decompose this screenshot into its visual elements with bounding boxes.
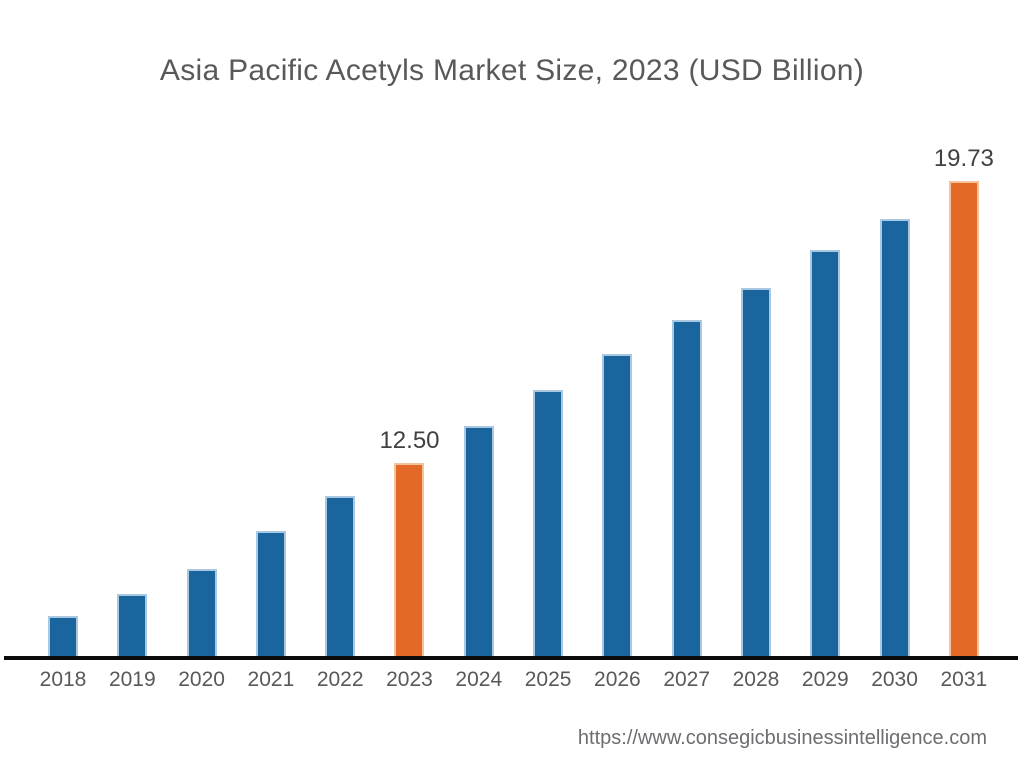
source-url: https://www.consegicbusinessintelligence… (577, 727, 987, 749)
bar-2020 (186, 569, 217, 656)
bar-2025 (533, 390, 564, 656)
bar-2023 (394, 463, 425, 656)
bar-cell-2026: 2026 (594, 181, 641, 690)
bar-cell-2024: 2024 (455, 181, 502, 690)
x-tick-2029: 2029 (801, 668, 849, 691)
bar-2019 (117, 594, 148, 656)
chart-title: Asia Pacific Acetyls Market Size, 2023 (… (159, 54, 865, 87)
x-tick-2028: 2028 (732, 668, 780, 691)
x-tick-2027: 2027 (663, 668, 711, 691)
bar-2022 (325, 496, 356, 656)
x-tick-2023: 2023 (386, 668, 433, 691)
x-tick-2025: 2025 (524, 668, 572, 691)
bar-2029 (810, 250, 841, 656)
value-label-2023: 12.50 (379, 427, 440, 454)
value-label-2031: 19.73 (933, 145, 994, 172)
bar-cell-2029: 2029 (802, 181, 849, 690)
bar-cell-2028: 2028 (733, 181, 779, 690)
bar-cell-2025: 2025 (525, 181, 571, 690)
bar-2024 (463, 426, 494, 656)
x-axis-line (4, 656, 1018, 660)
bar-cell-2030: 2030 (871, 181, 918, 690)
x-tick-2019: 2019 (108, 668, 156, 691)
bar-2021 (255, 531, 286, 656)
bar-2026 (602, 354, 633, 656)
bar-cell-2023: 12.50 2023 (379, 181, 439, 691)
bar-cell-2018: 2018 (40, 181, 86, 690)
bar-cell-2019: 2019 (109, 181, 156, 690)
bar-cell-2021: 2021 (248, 181, 294, 690)
x-tick-2022: 2022 (316, 668, 364, 691)
bar-2030 (879, 219, 910, 656)
bar-cell-2020: 2020 (178, 181, 225, 690)
bar-2018 (48, 616, 78, 656)
x-tick-2018: 2018 (39, 668, 87, 691)
bar-cell-2027: 2027 (663, 181, 710, 690)
bar-cell-2031: 19.73 2031 (934, 147, 994, 691)
bar-2028 (740, 288, 771, 656)
x-tick-2020: 2020 (178, 668, 225, 691)
bar-cell-2022: 2022 (317, 181, 364, 690)
x-tick-2021: 2021 (247, 668, 295, 691)
x-tick-2031: 2031 (940, 668, 988, 691)
x-tick-2030: 2030 (871, 668, 918, 691)
bar-chart-plot-area: 2018 2019 2020 2021 2022 12.50 2023 2024 2025 202… (4, 147, 1018, 691)
bar-2027 (671, 320, 702, 656)
bars-row: 2018 2019 2020 2021 2022 12.50 2023 2024 2025 202… (40, 147, 994, 691)
x-tick-2026: 2026 (594, 668, 641, 691)
bar-2031 (948, 181, 979, 656)
x-tick-2024: 2024 (455, 668, 503, 691)
